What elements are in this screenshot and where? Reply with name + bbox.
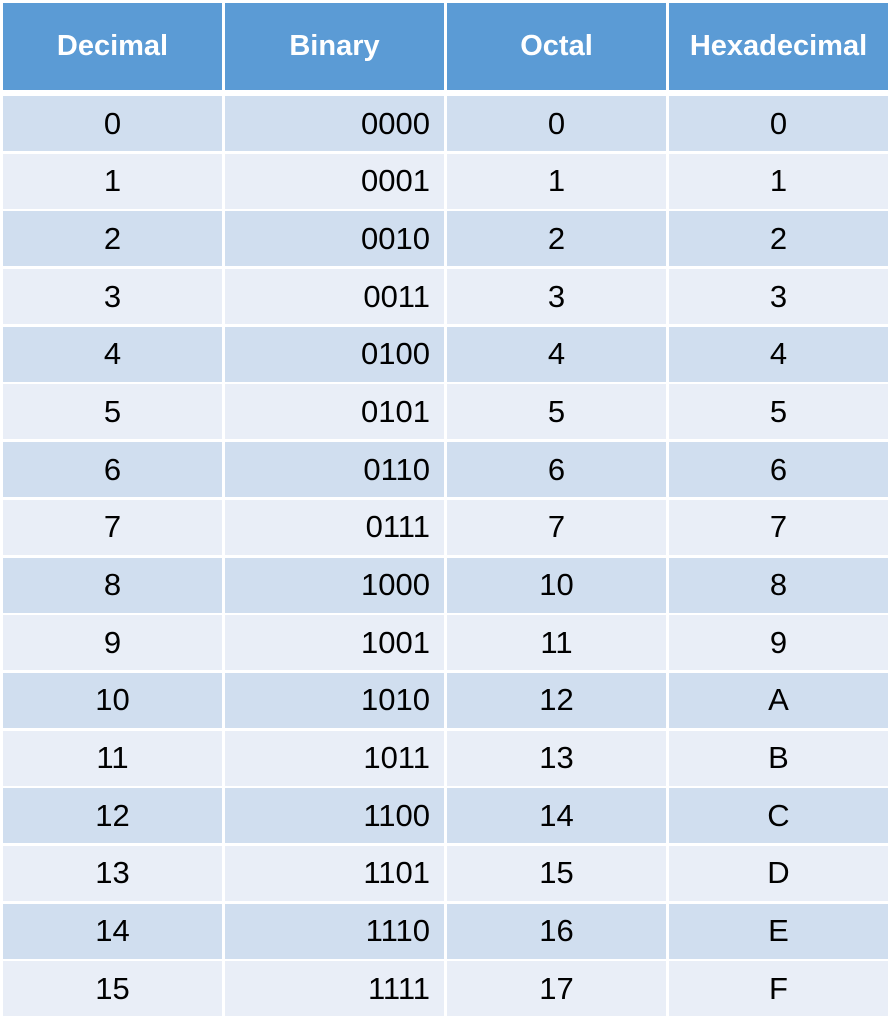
table-cell-decimal: 2 bbox=[3, 211, 222, 267]
table-cell-hexadecimal: 2 bbox=[669, 211, 888, 267]
table-cell-binary: 0110 bbox=[225, 442, 444, 498]
table-cell-binary: 0000 bbox=[225, 96, 444, 151]
table-cell-binary: 1010 bbox=[225, 672, 444, 728]
table-cell-decimal: 0 bbox=[3, 96, 222, 151]
table-cell-binary: 1101 bbox=[225, 845, 444, 901]
table-cell-decimal: 3 bbox=[3, 269, 222, 325]
table-cell-decimal: 12 bbox=[3, 788, 222, 844]
table-cell-binary: 0001 bbox=[225, 153, 444, 209]
table-cell-hexadecimal: 1 bbox=[669, 153, 888, 209]
table-cell-hexadecimal: E bbox=[669, 903, 888, 959]
table-cell-octal: 16 bbox=[447, 903, 666, 959]
table-cell-octal: 11 bbox=[447, 615, 666, 671]
table-cell-decimal: 6 bbox=[3, 442, 222, 498]
table-cell-decimal: 4 bbox=[3, 326, 222, 382]
table-cell-hexadecimal: A bbox=[669, 672, 888, 728]
table-cell-decimal: 13 bbox=[3, 845, 222, 901]
table-cell-binary: 1001 bbox=[225, 615, 444, 671]
table-cell-hexadecimal: 9 bbox=[669, 615, 888, 671]
table-cell-octal: 2 bbox=[447, 211, 666, 267]
table-cell-decimal: 1 bbox=[3, 153, 222, 209]
table-cell-binary: 0111 bbox=[225, 499, 444, 555]
table-cell-binary: 1000 bbox=[225, 557, 444, 613]
table-cell-octal: 17 bbox=[447, 961, 666, 1017]
table-cell-binary: 1100 bbox=[225, 788, 444, 844]
column-header-hexadecimal: Hexadecimal bbox=[669, 3, 888, 90]
table-cell-octal: 1 bbox=[447, 153, 666, 209]
table-cell-decimal: 15 bbox=[3, 961, 222, 1017]
table-cell-binary: 0101 bbox=[225, 384, 444, 440]
table-cell-octal: 10 bbox=[447, 557, 666, 613]
table-cell-decimal: 11 bbox=[3, 730, 222, 786]
table-cell-decimal: 7 bbox=[3, 499, 222, 555]
table-cell-binary: 0100 bbox=[225, 326, 444, 382]
table-cell-hexadecimal: B bbox=[669, 730, 888, 786]
table-cell-hexadecimal: 4 bbox=[669, 326, 888, 382]
table-cell-hexadecimal: D bbox=[669, 845, 888, 901]
table-cell-decimal: 9 bbox=[3, 615, 222, 671]
number-conversion-table: Decimal Binary Octal Hexadecimal 0 0000 0 0 1 000… bbox=[3, 3, 888, 1019]
table-cell-hexadecimal: 6 bbox=[669, 442, 888, 498]
table-cell-octal: 6 bbox=[447, 442, 666, 498]
table-cell-octal: 5 bbox=[447, 384, 666, 440]
table-cell-binary: 0010 bbox=[225, 211, 444, 267]
table-cell-hexadecimal: 5 bbox=[669, 384, 888, 440]
table-cell-hexadecimal: 0 bbox=[669, 96, 888, 151]
table-cell-decimal: 5 bbox=[3, 384, 222, 440]
table-cell-decimal: 8 bbox=[3, 557, 222, 613]
table-cell-hexadecimal: C bbox=[669, 788, 888, 844]
table-cell-hexadecimal: F bbox=[669, 961, 888, 1017]
column-header-octal: Octal bbox=[447, 3, 666, 90]
table-cell-hexadecimal: 3 bbox=[669, 269, 888, 325]
table-cell-octal: 4 bbox=[447, 326, 666, 382]
table-cell-binary: 1011 bbox=[225, 730, 444, 786]
column-header-decimal: Decimal bbox=[3, 3, 222, 90]
table-cell-binary: 1110 bbox=[225, 903, 444, 959]
table-cell-octal: 15 bbox=[447, 845, 666, 901]
column-header-binary: Binary bbox=[225, 3, 444, 90]
table-cell-binary: 0011 bbox=[225, 269, 444, 325]
table-cell-octal: 12 bbox=[447, 672, 666, 728]
table-cell-decimal: 14 bbox=[3, 903, 222, 959]
table-cell-octal: 0 bbox=[447, 96, 666, 151]
table-cell-octal: 13 bbox=[447, 730, 666, 786]
table-cell-decimal: 10 bbox=[3, 672, 222, 728]
table-cell-hexadecimal: 8 bbox=[669, 557, 888, 613]
table-cell-binary: 1111 bbox=[225, 961, 444, 1017]
table-cell-octal: 3 bbox=[447, 269, 666, 325]
table-cell-hexadecimal: 7 bbox=[669, 499, 888, 555]
table-cell-octal: 14 bbox=[447, 788, 666, 844]
table-cell-octal: 7 bbox=[447, 499, 666, 555]
